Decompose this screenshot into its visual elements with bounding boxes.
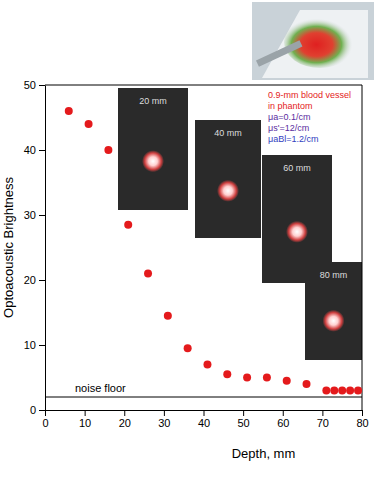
- legend-text: in phantom: [268, 101, 313, 111]
- x-tick-mark: [85, 410, 86, 416]
- y-tick-label: 50: [24, 79, 36, 91]
- x-axis: 0 10 20 30 40 50 60 70 80: [42, 410, 368, 429]
- y-tick-label: 10: [24, 339, 36, 351]
- x-tick-label: 70: [317, 417, 329, 429]
- x-tick-label: 0: [42, 417, 48, 429]
- chart: 20 mm 40 mm 60 mm 80 mm 0 10 20 30 40 50 60 70 80 0 10…: [0, 0, 378, 480]
- inset-image: [118, 88, 188, 210]
- insets: 20 mm 40 mm 60 mm 80 mm: [118, 88, 362, 360]
- inset: 80 mm: [305, 262, 362, 360]
- y-tick: 40: [24, 144, 45, 156]
- y-tick-mark: [39, 85, 45, 86]
- inset: 20 mm: [118, 88, 188, 210]
- y-tick: 20: [24, 274, 45, 286]
- y-tick-label: 20: [24, 274, 36, 286]
- inset-image: [195, 120, 261, 238]
- inset: 40 mm: [195, 120, 261, 238]
- x-tick-mark: [243, 410, 244, 416]
- x-tick-mark: [362, 410, 363, 416]
- inset-blob: [323, 310, 345, 332]
- data-point: [338, 387, 346, 395]
- inset-blob: [217, 180, 239, 202]
- y-tick-mark: [39, 410, 45, 411]
- y-tick: 0: [30, 404, 45, 416]
- x-tick-label: 30: [158, 417, 170, 429]
- x-tick-mark: [164, 410, 165, 416]
- data-point: [283, 377, 291, 385]
- x-axis-title: Depth, mm: [232, 446, 296, 461]
- inset-label: 40 mm: [214, 128, 242, 138]
- legend-text: μa=0.1/cm: [268, 112, 310, 122]
- photo-fan: [262, 10, 368, 78]
- x-tick: 20: [119, 410, 131, 429]
- photo-probe: [256, 40, 302, 67]
- x-tick: 70: [317, 410, 329, 429]
- data-point: [65, 107, 73, 115]
- x-tick-mark: [45, 410, 46, 416]
- x-tick-mark: [124, 410, 125, 416]
- y-tick: 50: [24, 79, 45, 91]
- x-tick-mark: [322, 410, 323, 416]
- data-point: [346, 387, 354, 395]
- y-tick-mark: [39, 280, 45, 281]
- y-tick-mark: [39, 345, 45, 346]
- y-tick-mark: [39, 215, 45, 216]
- inset-label: 60 mm: [283, 163, 311, 173]
- x-tick-label: 60: [277, 417, 289, 429]
- data-point: [354, 387, 362, 395]
- x-tick: 50: [238, 410, 250, 429]
- legend-text: 0.9-mm blood vessel: [268, 90, 351, 100]
- y-tick-mark: [39, 150, 45, 151]
- photo-signal: [284, 16, 356, 68]
- x-tick: 40: [198, 410, 210, 429]
- x-tick-label: 20: [119, 417, 131, 429]
- plot-frame: [45, 85, 362, 410]
- inset-image: [305, 262, 362, 360]
- y-tick-label: 30: [24, 209, 36, 221]
- x-tick-label: 10: [79, 417, 91, 429]
- legend: 0.9-mm blood vesselin phantomμa=0.1/cmμs…: [268, 90, 351, 144]
- photo-background: [252, 2, 374, 80]
- data-point: [263, 374, 271, 382]
- data-point: [164, 312, 172, 320]
- x-tick-mark: [204, 410, 205, 416]
- data-point: [243, 374, 251, 382]
- x-tick: 60: [277, 410, 289, 429]
- data-point: [303, 380, 311, 388]
- photo-inset: [252, 2, 374, 80]
- data-point: [322, 387, 330, 395]
- data-point: [85, 120, 93, 128]
- y-tick: 30: [24, 209, 45, 221]
- data-point: [184, 344, 192, 352]
- inset-blob: [142, 150, 164, 172]
- x-tick-label: 40: [198, 417, 210, 429]
- inset-label: 20 mm: [139, 96, 167, 106]
- annotation: noise floor: [75, 382, 126, 394]
- x-tick: 10: [79, 410, 91, 429]
- x-tick: 0: [42, 410, 48, 429]
- data-point: [223, 370, 231, 378]
- data-point: [144, 270, 152, 278]
- y-tick-label: 0: [30, 404, 36, 416]
- y-axis: 0 10 20 30 40 50: [24, 79, 46, 416]
- data-point: [330, 387, 338, 395]
- data-point: [203, 361, 211, 369]
- y-tick: 10: [24, 339, 45, 351]
- data-point: [104, 146, 112, 154]
- inset-label: 80 mm: [320, 270, 348, 280]
- x-tick: 30: [158, 410, 170, 429]
- y-tick-label: 40: [24, 144, 36, 156]
- inset-blob: [286, 221, 308, 243]
- x-tick-label: 80: [356, 417, 368, 429]
- y-axis-line: [45, 86, 46, 411]
- noise-floor-line: [45, 397, 362, 398]
- legend-text: μaBl=1.2/cm: [268, 134, 318, 144]
- y-axis-title: Optoacoustic Brightness: [1, 177, 16, 318]
- plot-area: [45, 107, 362, 397]
- legend-text: μs'=12/cm: [268, 123, 309, 133]
- x-tick: 80: [356, 410, 368, 429]
- x-tick-mark: [283, 410, 284, 416]
- data-point: [124, 221, 132, 229]
- x-tick-label: 50: [238, 417, 250, 429]
